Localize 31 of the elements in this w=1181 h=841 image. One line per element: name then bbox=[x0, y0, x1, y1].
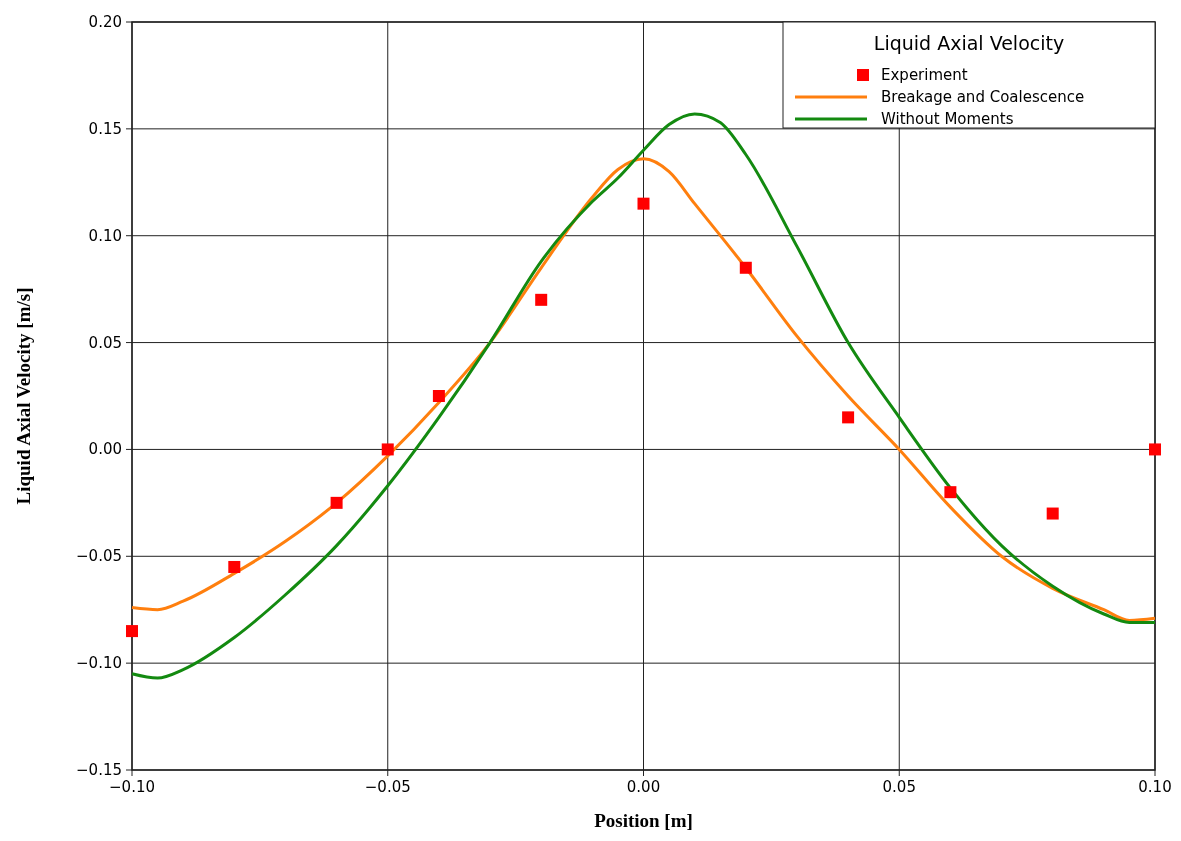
point bbox=[1149, 443, 1161, 456]
point bbox=[535, 293, 548, 306]
x-tick-label: 0.05 bbox=[882, 778, 916, 796]
x-tick-label: 0.00 bbox=[626, 778, 661, 796]
legend-label: Experiment bbox=[881, 66, 968, 84]
y-tick-label: 0.20 bbox=[88, 13, 122, 31]
point bbox=[432, 390, 445, 402]
legend-label: Without Moments bbox=[881, 110, 1014, 128]
point bbox=[381, 443, 394, 456]
x-tick-label: −0.05 bbox=[364, 778, 411, 796]
y-tick-label: 0.15 bbox=[88, 119, 122, 138]
x-axis-title: Position [m] bbox=[594, 810, 693, 831]
point bbox=[1046, 507, 1059, 520]
point bbox=[944, 486, 957, 499]
y-tick-label: −0.15 bbox=[76, 761, 122, 779]
point bbox=[842, 411, 855, 424]
y-axis-title: Liquid Axial Velocity [m/s] bbox=[13, 287, 34, 505]
y-tick-label: 0.05 bbox=[88, 333, 122, 352]
y-tick-label: −0.10 bbox=[76, 654, 122, 673]
x-tick-label: −0.10 bbox=[109, 778, 155, 796]
x-tick-label: 0.10 bbox=[1138, 778, 1172, 796]
legend-label: Breakage and Coalescence bbox=[881, 88, 1085, 106]
y-tick-label: 0.10 bbox=[88, 226, 122, 245]
legend-title: Liquid Axial Velocity bbox=[873, 32, 1065, 54]
point bbox=[739, 261, 752, 274]
point bbox=[637, 197, 650, 210]
y-tick-label: 0.00 bbox=[88, 440, 122, 459]
point bbox=[330, 496, 343, 509]
y-tick-label: −0.05 bbox=[76, 547, 122, 566]
point bbox=[228, 560, 241, 573]
point bbox=[126, 625, 138, 638]
